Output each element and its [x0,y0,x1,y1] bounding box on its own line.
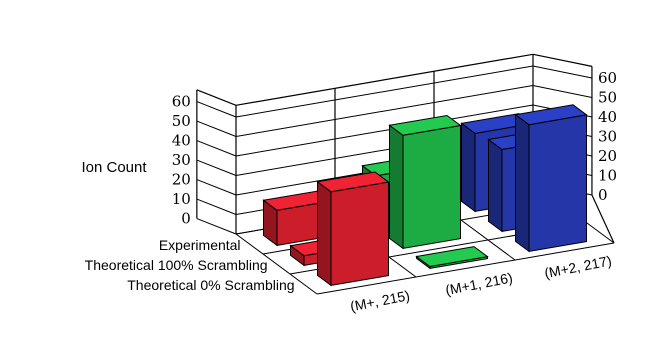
category-label: (M+1, 216) [444,269,514,298]
bar [417,247,488,269]
y-tick-label-right: 30 [598,128,617,146]
y-tick-label-left: 0 [181,210,191,228]
left-wall-gridline [197,141,236,156]
bar-front-face [403,126,461,249]
y-tick-label-left: 60 [172,93,191,111]
y-tick-label-right: 60 [598,69,617,87]
series-label: Theoretical 0% Scrambling [127,277,294,293]
bar-side-face [390,125,404,248]
y-tick-label-right: 40 [598,108,617,126]
wall-top-edge [197,90,236,105]
bar-side-face [489,140,503,232]
left-wall-gridline [197,219,236,234]
y-tick-label-right: 10 [598,167,617,185]
series-label: Experimental [159,237,241,253]
y-tick-label-left: 10 [172,190,191,208]
left-wall-gridline [197,160,236,175]
bar [390,116,461,249]
bar [516,105,587,252]
y-axis-label: Ion Count [81,159,147,176]
category-label: (M+, 215) [349,287,411,314]
left-wall-gridline [197,102,236,117]
y-tick-label-left: 40 [172,132,191,150]
y-tick-label-right: 20 [598,147,617,165]
bar-side-face [516,115,530,252]
y-tick-label-right: 50 [598,89,617,107]
y-tick-label-left: 30 [172,151,191,169]
category-label: (M+2, 217) [543,252,613,281]
bar-front-face [331,182,389,285]
wall-top-edge [236,54,533,105]
y-tick-label-right: 0 [598,186,608,204]
y-tick-label-left: 50 [172,112,191,130]
bar-side-face [462,123,476,211]
left-wall-gridline [197,199,236,214]
bar [318,172,389,285]
back-wall-gridline [236,66,533,117]
right-wall-gridline [533,66,592,78]
series-label: Theoretical 100% Scrambling [85,257,268,273]
right-wall-gridline [533,86,592,98]
y-tick-label-left: 20 [172,171,191,189]
chart-bars [264,105,587,286]
wall-top-edge [533,54,592,66]
left-wall-gridline [197,121,236,136]
bar-front-face [529,115,587,252]
bar-side-face [318,182,332,286]
left-wall-gridline [197,180,236,195]
